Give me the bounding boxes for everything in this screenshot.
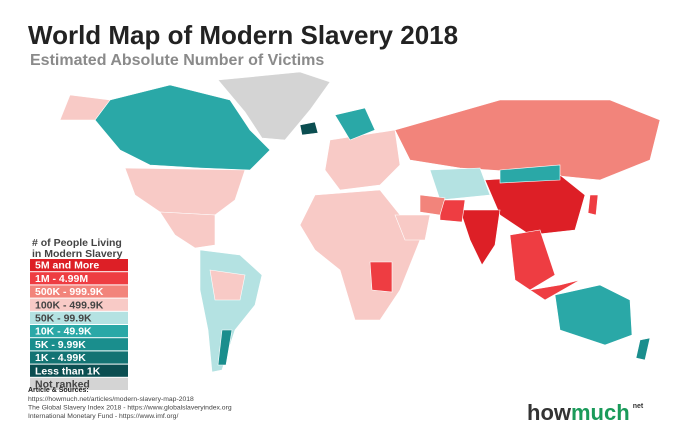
legend-swatch xyxy=(30,259,128,272)
legend-label: 100K - 499.9K xyxy=(35,299,104,311)
subtitle: Estimated Absolute Number of Victims xyxy=(30,52,324,69)
legend-swatch xyxy=(30,298,128,311)
legend-label: 500K - 999.9K xyxy=(35,286,104,298)
legend-swatch xyxy=(30,351,128,364)
logo-first: how xyxy=(527,400,572,425)
world-map xyxy=(59,71,661,373)
sources-heading: Article & Sources: xyxy=(28,387,89,394)
legend-swatch xyxy=(30,285,128,298)
legend-swatch xyxy=(30,272,128,285)
legend-label: 5K - 9.99K xyxy=(35,339,86,351)
source-line: https://howmuch.net/articles/modern-slav… xyxy=(28,396,194,403)
legend-label: 1K - 4.99K xyxy=(35,352,86,364)
legend-label: 1M - 4.99M xyxy=(35,273,88,285)
logo-suffix: net xyxy=(633,403,644,410)
legend-title: in Modern Slavery xyxy=(32,248,123,260)
legend-label: 5M and More xyxy=(35,260,99,272)
legend-label: Not ranked xyxy=(35,379,90,391)
legend-label: Less than 1K xyxy=(35,365,101,377)
source-line: The Global Slavery Index 2018 - https://… xyxy=(28,405,232,412)
legend-title: # of People Living xyxy=(32,237,122,249)
source-line: International Monetary Fund - https://ww… xyxy=(28,413,178,420)
title: World Map of Modern Slavery 2018 xyxy=(28,20,458,50)
sources: Article & Sources: https://howmuch.net/ar… xyxy=(28,387,232,420)
legend-swatch xyxy=(30,338,128,351)
legend-swatch xyxy=(30,325,128,338)
legend-label: 50K - 99.9K xyxy=(35,313,92,325)
logo: howmuch net xyxy=(527,400,644,425)
logo-second: much xyxy=(571,400,630,425)
legend-swatch xyxy=(30,311,128,324)
legend-label: 10K - 49.9K xyxy=(35,326,92,338)
legend-swatch xyxy=(30,364,128,377)
legend-swatch xyxy=(30,377,128,390)
